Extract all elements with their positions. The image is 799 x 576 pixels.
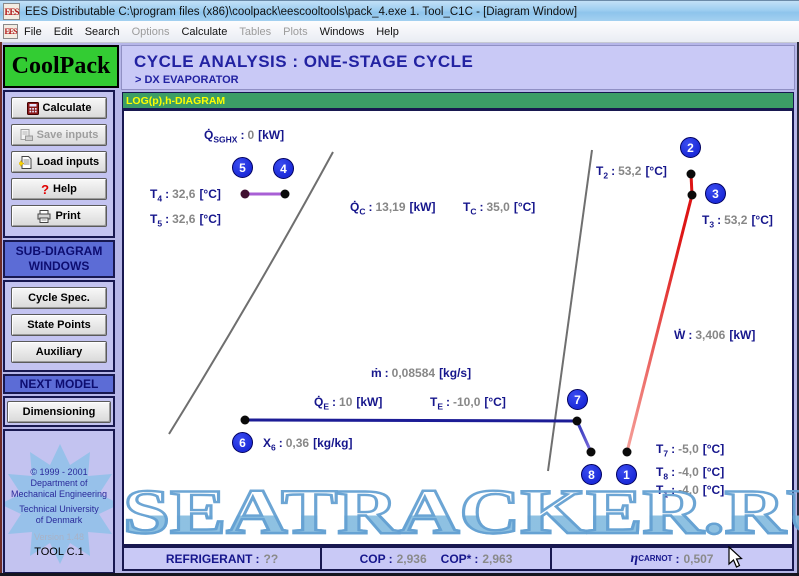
label-w: Ẇ:3,406 [kW] <box>674 328 756 342</box>
menu-file[interactable]: File <box>24 25 42 38</box>
refrigerant-value: ?? <box>263 551 279 566</box>
menu-plots: Plots <box>283 25 308 38</box>
label-t1: T1: -4,0 [°C] <box>656 483 725 500</box>
state-badge-1: 1 <box>616 464 637 485</box>
carnot-cell: η CARNOT:0,507 <box>550 548 792 569</box>
sub-diagram-line2: WINDOWS <box>28 259 90 273</box>
status-bar: REFRIGERANT:?? COP:2,936 COP*:2,963 η CAR… <box>122 546 794 571</box>
help-button[interactable]: ? Help <box>11 178 107 200</box>
print-label: Print <box>55 210 81 222</box>
state-badge-6: 6 <box>232 432 253 453</box>
label-t8: T8: -4,0 [°C] <box>656 465 725 482</box>
state-badge-3: 3 <box>705 183 726 204</box>
load-inputs-button[interactable]: Load inputs <box>11 151 107 173</box>
menu-bar: EES File Edit Search Options Calculate T… <box>0 21 799 43</box>
menu-calculate[interactable]: Calculate <box>181 25 228 38</box>
version-label: Version 1.48 <box>33 532 85 542</box>
refrigerant-label: REFRIGERANT <box>165 551 253 566</box>
refrigerant-cell[interactable]: REFRIGERANT:?? <box>165 551 279 566</box>
cycle-spec-label: Cycle Spec. <box>28 292 90 304</box>
cop-star-group: COP*:2,963 <box>440 551 513 566</box>
sub-diagram-windows-header: SUB-DIAGRAM WINDOWS <box>3 240 115 278</box>
state-badge-4: 4 <box>273 158 294 179</box>
copyright-line: © 1999 - 2001 <box>30 467 88 477</box>
page-header: CYCLE ANALYSIS : ONE-STAGE CYCLE > DX EV… <box>121 45 795 90</box>
label-t4: T4:32,6 [°C] <box>150 187 221 204</box>
coolpack-logo: CoolPack <box>3 45 119 88</box>
save-icon <box>20 129 33 141</box>
menu-windows[interactable]: Windows <box>319 25 365 38</box>
next-model-header: NEXT MODEL <box>3 374 115 394</box>
load-icon <box>18 155 32 169</box>
diagram-title-bar: LOG(p),h-DIAGRAM <box>122 92 794 109</box>
label-t5: T5:32,6 [°C] <box>150 212 221 229</box>
label-q-sghx: Q̇SGHX:0 [kW] <box>204 128 285 145</box>
page-title: CYCLE ANALYSIS : ONE-STAGE CYCLE <box>134 52 474 71</box>
label-qc: Q̇C:13,19 [kW] <box>350 200 436 217</box>
menu-edit[interactable]: Edit <box>53 25 73 38</box>
auxiliary-button[interactable]: Auxiliary <box>11 341 107 363</box>
ees-app-icon: EES <box>3 3 20 20</box>
label-t3: T3:53,2 [°C] <box>702 213 773 230</box>
label-mdot: ṁ:0,08584 [kg/s] <box>371 366 472 380</box>
carnot-value: 0,507 <box>683 551 714 566</box>
state-badge-2: 2 <box>680 137 701 158</box>
eta-symbol: η <box>630 550 639 566</box>
coolpack-starburst-logo <box>5 444 113 564</box>
label-t2: T2:53,2 [°C] <box>596 164 667 181</box>
title-bar: EES EES Distributable C:\program files (… <box>0 0 799 22</box>
cycle-spec-button[interactable]: Cycle Spec. <box>11 287 107 309</box>
next-model-label: NEXT MODEL <box>19 376 99 391</box>
window-left-edge <box>0 42 2 573</box>
dimensioning-label: Dimensioning <box>22 406 96 418</box>
dept-line2: Mechanical Engineering <box>10 489 108 499</box>
load-inputs-label: Load inputs <box>36 156 100 168</box>
calculate-button[interactable]: Calculate <box>11 97 107 119</box>
auxiliary-label: Auxiliary <box>35 346 83 358</box>
save-inputs-label: Save inputs <box>36 129 99 141</box>
state-badge-7: 7 <box>567 389 588 410</box>
sidebar-subdiagram-panel: Cycle Spec. State Points Auxiliary <box>3 280 115 372</box>
state-points-button[interactable]: State Points <box>11 314 107 336</box>
state-badge-5: 5 <box>232 157 253 178</box>
menu-help[interactable]: Help <box>376 25 399 38</box>
label-x6: X6:0,36 [kg/kg] <box>263 436 353 453</box>
footer-text: © 1999 - 2001 Department of Mechanical E… <box>5 467 113 558</box>
label-qe: Q̇E:10 [kW] <box>314 395 383 412</box>
page-subtitle: > DX EVAPORATOR <box>135 74 239 86</box>
window-title: EES Distributable C:\program files (x86)… <box>25 5 578 18</box>
menu-tables: Tables <box>239 25 272 38</box>
state-badge-8: 8 <box>581 464 602 485</box>
sub-diagram-line1: SUB-DIAGRAM <box>15 244 103 258</box>
window-right-edge <box>797 42 799 573</box>
univ-line1: Technical University <box>19 504 99 514</box>
menu-options: Options <box>131 25 170 38</box>
diagram-title: LOG(p),h-DIAGRAM <box>126 94 226 107</box>
cop-group: COP:2,936 <box>359 551 427 566</box>
univ-line2: of Denmark <box>35 515 83 525</box>
printer-icon <box>37 209 51 223</box>
menu-search[interactable]: Search <box>84 25 120 38</box>
label-te: TE: -10,0 [°C] <box>430 395 506 412</box>
help-label: Help <box>53 183 77 195</box>
help-icon: ? <box>41 181 50 197</box>
sidebar-nextmodel-panel: Dimensioning <box>3 396 115 427</box>
label-tc: TC:35,0 [°C] <box>463 200 536 217</box>
cop-cell: COP:2,936 COP*:2,963 <box>320 548 550 569</box>
calculate-label: Calculate <box>42 102 92 114</box>
dept-line1: Department of <box>30 478 88 488</box>
tool-label: TOOL C.1 <box>34 546 84 558</box>
ees-child-icon: EES <box>3 24 18 39</box>
state-points-label: State Points <box>27 319 91 331</box>
dimensioning-button[interactable]: Dimensioning <box>7 401 111 423</box>
label-t7: T7: -5,0 [°C] <box>656 442 725 459</box>
print-button[interactable]: Print <box>11 205 107 227</box>
save-inputs-button: Save inputs <box>11 124 107 146</box>
calculator-icon <box>26 101 39 115</box>
mouse-cursor <box>728 546 743 568</box>
sidebar-footer-panel: © 1999 - 2001 Department of Mechanical E… <box>3 429 115 573</box>
sidebar-main-panel: Calculate Save inputs Load inputs ? Help… <box>3 90 115 238</box>
